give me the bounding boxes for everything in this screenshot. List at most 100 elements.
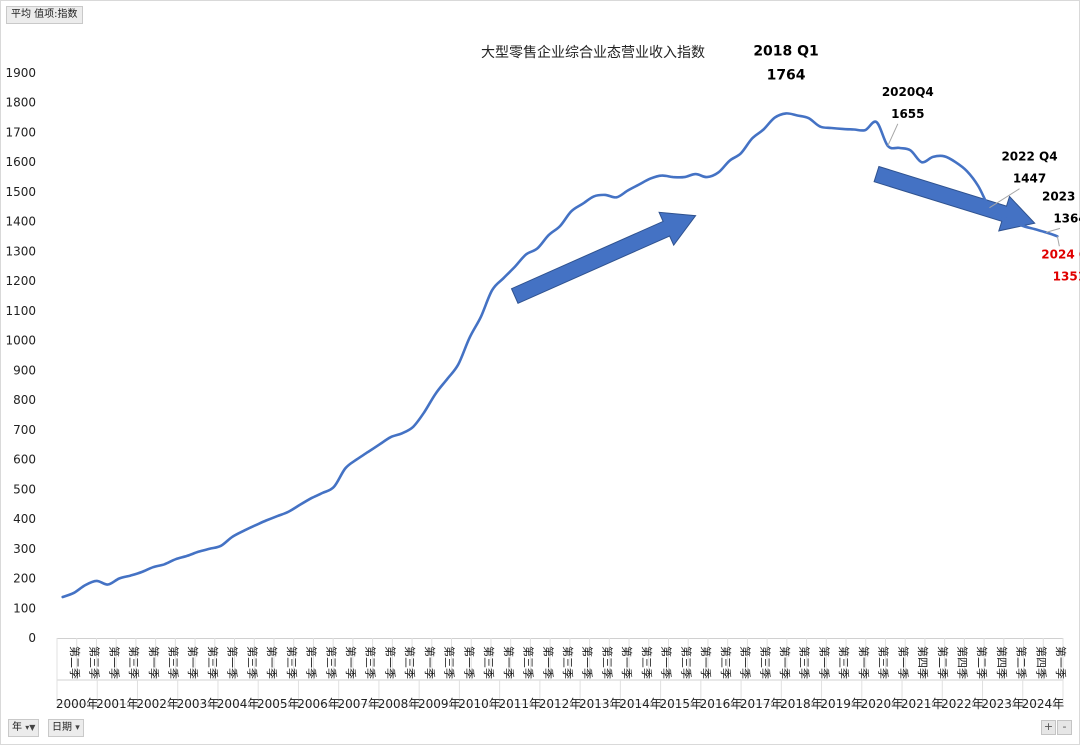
year-label: 2023年 — [981, 697, 1024, 711]
y-tick-label: 800 — [13, 393, 36, 407]
quarter-label: 第三季 — [206, 646, 220, 679]
quarter-label: 第一季 — [1054, 646, 1068, 679]
quarter-label: 第三季 — [798, 646, 812, 679]
quarter-label: 第一季 — [107, 646, 121, 679]
value-field-button[interactable]: 平均 值项:指数 — [6, 6, 83, 24]
quarter-label: 第三季 — [285, 646, 299, 679]
quarter-label: 第三季 — [364, 646, 378, 679]
trend-arrow-down — [873, 165, 1036, 232]
y-tick-label: 1000 — [5, 334, 36, 348]
quarter-label: 第一季 — [305, 646, 319, 679]
annotation-leader — [1045, 227, 1061, 233]
annotation-label: 2020Q4 — [882, 85, 934, 99]
quarter-label: 第一季 — [265, 646, 279, 679]
quarter-label: 第四季 — [1034, 646, 1048, 679]
y-tick-label: 0 — [28, 631, 36, 645]
year-label: 2017年 — [740, 697, 783, 711]
quarter-label: 第一季 — [541, 646, 555, 679]
quarter-label: 第一季 — [383, 646, 397, 679]
y-tick-label: 100 — [13, 601, 36, 615]
y-tick-label: 900 — [13, 363, 36, 377]
quarter-label: 第一季 — [423, 646, 437, 679]
x-axis: 第二季 第三季 第一季 第三季 第一季 第三季 第一季 第三季 第一季 第三季 第一季 第三季 第一季第… — [56, 638, 1068, 711]
year-label: 2013年 — [579, 697, 622, 711]
year-label: 2006年 — [297, 697, 340, 711]
year-label: 2011年 — [498, 697, 541, 711]
y-tick-label: 1700 — [5, 125, 36, 139]
annotation-leader — [989, 188, 1020, 209]
quarter-label: 第三季 — [522, 646, 536, 679]
y-tick-label: 1800 — [5, 96, 36, 110]
series-line — [61, 112, 1059, 599]
year-label: 2021年 — [901, 697, 944, 711]
trend-arrows — [510, 165, 1036, 304]
annotation-label: 2024 Q1 — [1041, 247, 1080, 261]
y-tick-label: 1200 — [5, 274, 36, 288]
year-label: 2000年 — [56, 697, 99, 711]
annotations: 2018 Q1 1764 2020Q4 1655 2022 Q4 1447 2023 Q4 1… — [753, 43, 1080, 283]
year-label: 2014年 — [619, 697, 662, 711]
date-label: 日期 — [52, 722, 72, 733]
quarter-label: 第二季 — [1015, 646, 1029, 679]
quarter-label: 第一季 — [660, 646, 674, 679]
quarter-label: 第三季 — [561, 646, 575, 679]
quarter-label: 第三季 — [837, 646, 851, 679]
y-tick-label: 1600 — [5, 155, 36, 169]
year-label: 年 — [12, 722, 22, 733]
year-label: 2003年 — [177, 697, 220, 711]
y-tick-label: 700 — [13, 423, 36, 437]
expand-field-button[interactable]: + — [1041, 720, 1056, 735]
quarter-label: 第一季 — [502, 646, 516, 679]
year-label: 2020年 — [861, 697, 904, 711]
annotation-leader — [887, 123, 899, 147]
quarter-label: 第三季 — [403, 646, 417, 679]
annotation-value: 1447 — [1013, 172, 1046, 186]
year-label: 2019年 — [820, 697, 863, 711]
quarter-label: 第三季 — [679, 646, 693, 679]
y-tick-label: 1400 — [5, 215, 36, 229]
annotation-value: 1351 — [1053, 269, 1080, 283]
year-label: 2008年 — [378, 697, 421, 711]
year-label: 2016年 — [700, 697, 743, 711]
quarter-label: 第一季 — [778, 646, 792, 679]
year-label: 2002年 — [136, 697, 179, 711]
year-field-button[interactable]: 年 ▾▼ — [8, 719, 40, 737]
quarter-label: 第一季 — [699, 646, 713, 679]
chart-title: 大型零售企业综合业态营业收入指数 — [481, 44, 705, 61]
quarter-label: 第二季 — [975, 646, 989, 679]
quarter-label: 第四季 — [916, 646, 930, 679]
quarter-label: 第一季 — [739, 646, 753, 679]
quarter-label: 第三季 — [640, 646, 654, 679]
quarter-label: 第三季 — [877, 646, 891, 679]
y-tick-label: 400 — [13, 512, 36, 526]
year-label: 2024年 — [1022, 697, 1065, 711]
quarter-label: 第一季 — [147, 646, 161, 679]
year-label: 2010年 — [458, 697, 501, 711]
year-label: 2007年 — [338, 697, 381, 711]
y-tick-label: 1900 — [5, 66, 36, 80]
annotation-label: 2018 Q1 — [753, 43, 818, 59]
quarter-label: 第一季 — [186, 646, 200, 679]
y-tick-label: 500 — [13, 482, 36, 496]
year-label: 2015年 — [659, 697, 702, 711]
year-label: 2018年 — [780, 697, 823, 711]
annotation-label: 2023 Q4 — [1042, 189, 1080, 203]
quarter-label: 第三季 — [245, 646, 259, 679]
collapse-field-button[interactable]: - — [1057, 720, 1072, 735]
quarter-label: 第二季 — [68, 646, 82, 679]
date-field-button[interactable]: 日期 ▾ — [48, 719, 84, 737]
quarter-label: 第一季 — [344, 646, 358, 679]
quarter-label: 第三季 — [482, 646, 496, 679]
quarter-label: 第一季 — [581, 646, 595, 679]
quarter-label: 第三季 — [758, 646, 772, 679]
quarter-label: 第一季 — [226, 646, 240, 679]
annotation-leader — [1056, 236, 1060, 247]
quarter-label: 第一季 — [896, 646, 910, 679]
annotation-value: 1764 — [767, 67, 806, 83]
series-line-group — [61, 112, 1059, 599]
dropdown-icon: ▾ — [75, 723, 80, 733]
quarter-label: 第三季 — [600, 646, 614, 679]
quarter-label: 第三季 — [166, 646, 180, 679]
quarter-label: 第四季 — [995, 646, 1009, 679]
